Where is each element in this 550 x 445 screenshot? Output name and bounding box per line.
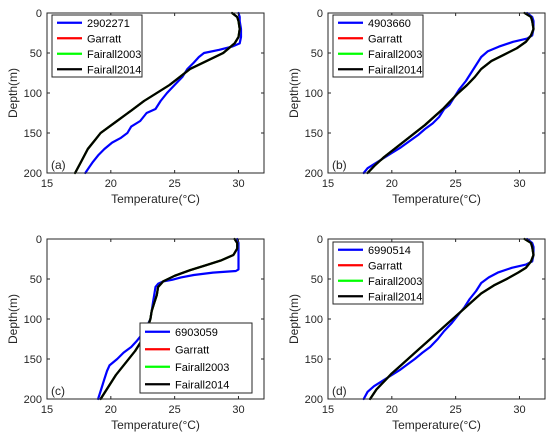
y-axis-title: Depth(m) <box>287 68 301 118</box>
panel-label: (a) <box>51 158 66 172</box>
panel-label: (d) <box>332 384 347 398</box>
x-tick-label: 30 <box>232 178 244 190</box>
x-tick-label: 20 <box>386 404 398 416</box>
legend-label-fairall2014: Fairall2014 <box>175 379 229 391</box>
y-tick-label: 200 <box>24 394 42 406</box>
x-tick-label: 15 <box>41 404 53 416</box>
x-tick-label: 15 <box>322 404 334 416</box>
x-tick-label: 20 <box>386 178 398 190</box>
y-axis-title: Depth(m) <box>287 294 301 344</box>
y-tick-label: 150 <box>305 354 323 366</box>
panel-label: (c) <box>51 384 65 398</box>
y-tick-label: 50 <box>30 274 42 286</box>
legend-label-6990514: 6990514 <box>368 245 411 257</box>
y-tick-label: 100 <box>24 88 42 100</box>
y-tick-label: 50 <box>30 48 42 60</box>
legend-label-fairall2003: Fairall2003 <box>175 362 229 374</box>
x-tick-label: 30 <box>513 404 525 416</box>
legend-label-4903660: 4903660 <box>368 18 411 30</box>
x-tick-label: 30 <box>513 178 525 190</box>
legend: 6903059 Garratt Fairall2003 Fairall2014 <box>139 322 253 394</box>
legend-label-fairall2014: Fairall2014 <box>368 291 422 303</box>
legend-box <box>332 14 424 78</box>
y-tick-label: 200 <box>305 394 323 406</box>
x-tick-label: 20 <box>105 178 117 190</box>
series-line-6903059 <box>97 237 240 401</box>
y-tick-label: 150 <box>24 128 42 140</box>
legend: 6990514 Garratt Fairall2003 Fairall2014 <box>332 241 424 305</box>
legend: 4903660 Garratt Fairall2003 Fairall2014 <box>332 14 424 78</box>
legend-label-fairall2003: Fairall2003 <box>368 49 422 61</box>
chart-panel-b: 15 20 25 30 0 50 100 150 200 Temperature(°C) Depth… <box>287 8 546 206</box>
y-tick-label: 150 <box>305 128 323 140</box>
series-line-fairall2014 <box>369 237 535 401</box>
y-tick-label: 200 <box>24 168 42 180</box>
y-tick-label: 50 <box>311 274 323 286</box>
legend-label-garratt: Garratt <box>368 33 402 45</box>
series-line-fairall2014 <box>99 237 239 401</box>
legend: 2902271 Garratt Fairall2003 Fairall2014 <box>51 14 143 78</box>
y-tick-label: 100 <box>305 88 323 100</box>
y-tick-label: 150 <box>24 354 42 366</box>
y-tick-label: 0 <box>317 234 323 246</box>
x-tick-label: 15 <box>322 178 334 190</box>
legend-label-fairall2003: Fairall2003 <box>368 276 422 288</box>
x-tick-label: 20 <box>105 404 117 416</box>
legend-box <box>332 241 424 305</box>
legend-box <box>51 14 143 78</box>
x-tick-label: 25 <box>169 404 181 416</box>
y-tick-label: 0 <box>317 8 323 20</box>
legend-label-2902271: 2902271 <box>87 18 130 30</box>
y-tick-label: 200 <box>305 168 323 180</box>
chart-panel-a: 15 20 25 30 0 50 100 150 200 Temperature(°C) Depth… <box>6 8 265 206</box>
y-tick-label: 100 <box>24 314 42 326</box>
y-axis-title: Depth(m) <box>6 68 20 118</box>
legend-label-6903059: 6903059 <box>175 327 218 339</box>
y-tick-label: 0 <box>36 234 42 246</box>
panel-label: (b) <box>332 158 347 172</box>
x-axis-title: Temperature(°C) <box>111 418 200 432</box>
x-tick-label: 25 <box>169 178 181 190</box>
legend-label-fairall2014: Fairall2014 <box>87 64 141 76</box>
series-line-fairall2014 <box>366 11 535 175</box>
legend-label-garratt: Garratt <box>175 344 209 356</box>
legend-label-fairall2014: Fairall2014 <box>368 64 422 76</box>
x-tick-label: 25 <box>450 178 462 190</box>
legend-label-garratt: Garratt <box>368 260 402 272</box>
x-tick-label: 30 <box>232 404 244 416</box>
x-tick-label: 15 <box>41 178 53 190</box>
y-axis-title: Depth(m) <box>6 294 20 344</box>
x-axis-title: Temperature(°C) <box>392 192 481 206</box>
chart-panel-d: 15 20 25 30 0 50 100 150 200 Temperature(°C) Depth… <box>287 234 546 432</box>
series-line-fairall2014 <box>74 11 241 175</box>
legend-box <box>139 322 253 394</box>
y-tick-label: 0 <box>36 8 42 20</box>
y-tick-label: 50 <box>311 48 323 60</box>
legend-label-garratt: Garratt <box>87 33 121 45</box>
x-tick-label: 25 <box>450 404 462 416</box>
y-tick-label: 100 <box>305 314 323 326</box>
x-axis-title: Temperature(°C) <box>111 192 200 206</box>
chart-panel-c: 15 20 25 30 0 50 100 150 200 Temperature(°C) Depth… <box>6 234 265 432</box>
legend-label-fairall2003: Fairall2003 <box>87 49 141 61</box>
series-line-2902271 <box>84 11 243 175</box>
x-axis-title: Temperature(°C) <box>392 418 481 432</box>
